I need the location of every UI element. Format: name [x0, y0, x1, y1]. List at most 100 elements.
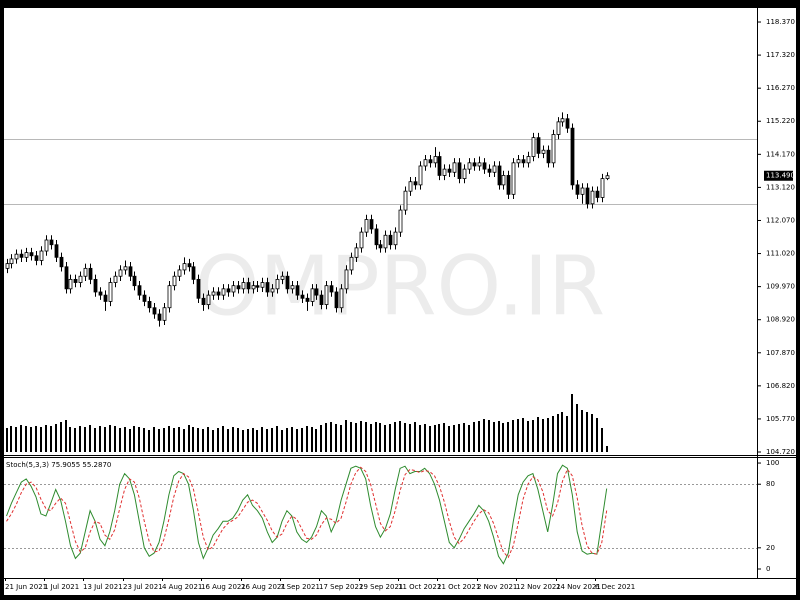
candle-body — [206, 294, 211, 305]
y-tick-label: 108.920 — [766, 316, 795, 324]
stoch-line — [6, 466, 608, 559]
candle-body — [378, 244, 383, 249]
candle-body — [600, 178, 605, 198]
candle-body — [93, 278, 98, 293]
candle-body — [418, 165, 423, 186]
volume-bar — [473, 422, 475, 452]
volume-bar — [158, 429, 160, 452]
candle-body — [492, 165, 497, 173]
volume-bar — [163, 428, 165, 452]
volume-bar — [483, 419, 485, 452]
volume-bar — [463, 423, 465, 452]
volume-bar — [252, 428, 254, 452]
candle-body — [305, 297, 310, 302]
candle-body — [457, 162, 462, 179]
candle-body — [364, 219, 369, 233]
volume-bar — [124, 427, 126, 452]
candle-body — [472, 162, 477, 167]
candle-body — [595, 190, 600, 198]
volume-bar — [232, 427, 234, 452]
volume-bar — [20, 425, 22, 452]
candle-body — [182, 263, 187, 271]
candle-body — [344, 269, 349, 290]
candle-body — [546, 149, 551, 164]
candle-body — [24, 252, 29, 258]
volume-bar — [6, 428, 8, 452]
volume-bar — [429, 426, 431, 452]
candle-body — [413, 181, 418, 186]
y-tick-label: 118.370 — [766, 18, 795, 26]
volume-bar — [69, 427, 71, 452]
volume-bar — [84, 427, 86, 452]
candle-body — [29, 252, 34, 257]
candle-body — [388, 234, 393, 246]
candle-body — [260, 282, 265, 288]
candle-body — [339, 288, 344, 309]
candle-body — [132, 275, 137, 287]
stoch-line — [6, 464, 608, 565]
volume-bar — [173, 428, 175, 452]
candle-body — [580, 187, 585, 195]
candle-body — [211, 291, 216, 296]
volume-bar — [581, 410, 583, 452]
volume-bar — [60, 422, 62, 452]
volume-bar — [335, 424, 337, 452]
volume-bar — [89, 425, 91, 452]
volume-bar — [202, 429, 204, 452]
volume-bar — [561, 412, 563, 452]
candle-body — [398, 209, 403, 233]
volume-bar — [330, 422, 332, 452]
volume-bar — [325, 423, 327, 452]
candle-body — [531, 137, 536, 157]
volume-bar — [94, 428, 96, 452]
volume-bar — [188, 425, 190, 452]
candle-body — [103, 294, 108, 302]
candle-body — [570, 127, 575, 186]
volume-bar — [522, 418, 524, 452]
volume-bar — [129, 429, 131, 452]
candle-body — [251, 285, 256, 290]
candle-body — [128, 266, 133, 277]
y-tick-label: 80 — [766, 480, 775, 488]
candle-body — [118, 269, 123, 277]
candle-body — [590, 190, 595, 205]
x-tick-label: 16 Aug 2021 — [201, 583, 246, 591]
y-tick-label: 111.020 — [766, 250, 795, 258]
candle-body — [226, 288, 231, 293]
candle-body — [152, 307, 157, 315]
volume-bar — [498, 421, 500, 452]
candle-body — [191, 266, 196, 280]
y-tick-label: 117.320 — [766, 51, 795, 59]
volume-bar — [532, 420, 534, 452]
candle-body — [196, 278, 201, 299]
candle-body — [295, 285, 300, 296]
candle-body — [275, 278, 280, 290]
volume-bar — [45, 425, 47, 452]
candle-body — [231, 285, 236, 293]
candle-body — [123, 266, 128, 271]
volume-bar — [355, 423, 357, 452]
x-tick-label: 24 Nov 2021 — [556, 583, 601, 591]
candle-body — [575, 184, 580, 195]
volume-bar — [443, 423, 445, 452]
volume-bar — [512, 420, 514, 452]
volume-bar — [65, 420, 67, 452]
volume-bar — [192, 427, 194, 452]
volume-bar — [281, 430, 283, 452]
volume-bar — [40, 427, 42, 452]
candle-body — [236, 285, 241, 290]
candle-body — [9, 258, 14, 265]
candle-body — [113, 275, 118, 283]
candle-body — [565, 118, 570, 129]
volume-bar — [502, 423, 504, 452]
volume-bar — [10, 426, 12, 452]
volume-bar — [399, 421, 401, 452]
volume-bar — [404, 423, 406, 452]
candle-body — [19, 253, 24, 258]
chart-background — [4, 8, 796, 595]
indicator-title: Stoch(5,3,3) 75.9055 55.2870 — [6, 461, 111, 469]
candle-body — [393, 231, 398, 246]
candle-body — [157, 313, 162, 321]
candle-body — [300, 294, 305, 299]
volume-bar — [453, 425, 455, 452]
